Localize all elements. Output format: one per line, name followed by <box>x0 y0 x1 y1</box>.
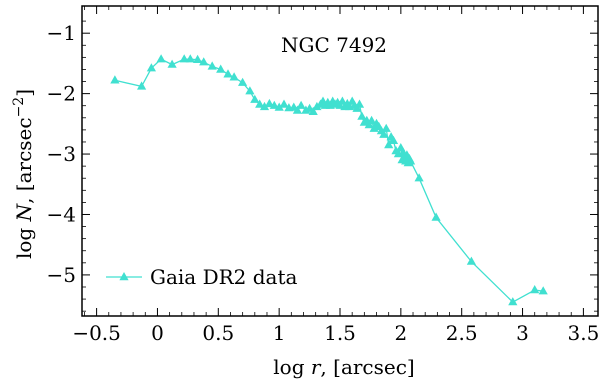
cluster-annotation: NGC 7492 <box>281 33 387 57</box>
data-point-triangle <box>530 285 540 294</box>
x-tick-label: 0 <box>151 321 164 345</box>
y-tick-label: −3 <box>47 142 76 166</box>
data-point-triangle <box>508 297 518 306</box>
data-point-triangle <box>354 99 365 108</box>
y-axis-ticks: −1 −2 −3 −4 −5 <box>47 20 598 312</box>
data-point-triangle <box>199 57 209 66</box>
data-point-triangle <box>229 72 239 81</box>
data-point-triangle <box>269 100 279 109</box>
data-point-triangle <box>292 105 302 114</box>
data-point-triangle <box>167 59 177 68</box>
data-point-triangle <box>216 64 226 73</box>
data-point-triangle <box>146 63 156 72</box>
data-point-triangle <box>406 156 416 165</box>
data-point-triangle <box>466 256 476 265</box>
data-point-triangle <box>259 101 270 111</box>
data-point-triangle <box>264 98 274 108</box>
data-point-triangle <box>381 123 391 132</box>
data-point-triangle <box>185 54 195 63</box>
data-point-triangle <box>179 54 189 63</box>
data-point-triangle <box>431 212 441 221</box>
y-tick-label: −5 <box>47 263 76 287</box>
data-point-triangle <box>207 61 217 70</box>
x-tick-label: 1 <box>273 321 286 345</box>
data-point-triangle <box>379 129 389 138</box>
data-point-triangle <box>414 173 424 182</box>
data-point-triangle <box>137 81 147 90</box>
x-tick-label: −0.5 <box>72 321 121 345</box>
x-tick-label: 3.5 <box>567 321 599 345</box>
data-point-triangle <box>538 286 548 295</box>
legend-triangle-marker <box>119 272 129 281</box>
plot-frame <box>81 5 599 317</box>
x-axis-label: log r, [arcsec] <box>273 355 414 379</box>
y-tick-label: −1 <box>47 21 76 45</box>
series-layer <box>110 54 548 306</box>
data-point-triangle <box>388 135 399 144</box>
legend: Gaia DR2 data <box>106 265 298 289</box>
data-point-triangle <box>364 120 374 129</box>
data-point-triangle <box>110 75 120 84</box>
x-tick-label: 2 <box>394 321 407 345</box>
x-axis-ticks: −0.5 0 0.5 1 1.5 2 2.5 3 3.5 <box>72 6 599 345</box>
y-axis-label: log N, [arcsec−2] <box>11 89 36 259</box>
data-point-triangle <box>255 99 265 108</box>
data-point-triangle <box>367 115 377 124</box>
data-point-triangle <box>296 100 306 109</box>
data-point-triangle <box>352 103 362 112</box>
data-point-triangle <box>357 111 367 120</box>
data-point-triangle <box>245 86 255 95</box>
y-tick-label: −4 <box>47 202 76 226</box>
data-point-triangle <box>238 77 248 86</box>
data-point-triangle <box>193 54 203 63</box>
data-point-triangle <box>156 54 166 63</box>
data-point-triangle <box>279 99 289 108</box>
x-tick-label: 1.5 <box>324 321 356 345</box>
x-tick-label: 0.5 <box>202 321 234 345</box>
data-point-triangle <box>223 69 233 78</box>
legend-label: Gaia DR2 data <box>150 265 298 289</box>
y-tick-label: −2 <box>47 82 76 106</box>
data-point-triangle <box>384 140 394 149</box>
x-tick-label: 3 <box>516 321 529 345</box>
data-point-triangle <box>308 106 318 115</box>
data-point-triangle <box>250 94 260 103</box>
x-tick-label: 2.5 <box>446 321 478 345</box>
data-point-triangle <box>274 102 284 111</box>
